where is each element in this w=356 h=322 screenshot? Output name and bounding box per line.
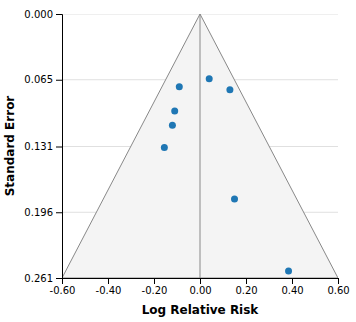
tick: 0.196 bbox=[24, 207, 62, 218]
tick: 0.131 bbox=[24, 141, 62, 152]
tick-mark bbox=[56, 14, 62, 15]
tick: 0.261 bbox=[24, 273, 62, 284]
point bbox=[169, 122, 176, 129]
tick-label: 0.40 bbox=[281, 285, 303, 296]
point bbox=[285, 267, 292, 274]
reference-line bbox=[200, 14, 201, 278]
tick: -0.20 bbox=[142, 278, 168, 296]
tick: 0.065 bbox=[24, 74, 62, 85]
tick: -0.40 bbox=[96, 278, 122, 296]
tick: -0.60 bbox=[50, 278, 76, 296]
tick-mark bbox=[56, 278, 62, 279]
tick-label: -0.20 bbox=[142, 285, 168, 296]
point bbox=[176, 83, 183, 90]
chart: -0.60 -0.40 -0.20 0.00 0.20 0.40 0.60 0.000 0.06… bbox=[0, 0, 356, 322]
tick-mark bbox=[108, 278, 109, 284]
x-axis: -0.60 -0.40 -0.20 0.00 0.20 0.40 0.60 bbox=[50, 278, 350, 296]
tick-mark bbox=[154, 278, 155, 284]
x-axis-title: Log Relative Risk bbox=[142, 303, 260, 317]
marks bbox=[62, 14, 338, 278]
funnel bbox=[62, 14, 338, 278]
tick-mark bbox=[292, 278, 293, 284]
tick-label: 0.196 bbox=[24, 207, 53, 218]
axis-line bbox=[56, 15, 63, 279]
tick: 0.60 bbox=[327, 278, 349, 296]
tick-label: -0.60 bbox=[50, 285, 76, 296]
tick-mark bbox=[56, 80, 62, 81]
plot-area: -0.60 -0.40 -0.20 0.00 0.20 0.40 0.60 0.000 0.06… bbox=[24, 9, 349, 296]
tick-label: 0.261 bbox=[24, 273, 53, 284]
tick: 0.000 bbox=[24, 9, 62, 20]
tick-label: 0.60 bbox=[327, 285, 349, 296]
tick: 0.20 bbox=[235, 278, 257, 296]
tick: 0.40 bbox=[281, 278, 303, 296]
tick-label: -0.40 bbox=[96, 285, 122, 296]
axis-line bbox=[63, 279, 339, 285]
tick-mark bbox=[56, 147, 62, 148]
tick-label: 0.20 bbox=[235, 285, 257, 296]
y-axis: 0.000 0.065 0.131 0.196 0.261 bbox=[24, 9, 62, 284]
tick-label: 0.00 bbox=[189, 285, 211, 296]
tick-mark bbox=[338, 278, 339, 284]
tick-mark bbox=[246, 278, 247, 284]
tick-label: 0.065 bbox=[24, 74, 53, 85]
point bbox=[161, 144, 168, 151]
tick-mark bbox=[56, 212, 62, 213]
y-axis-title: Standard Error bbox=[3, 96, 17, 197]
tick: 0.00 bbox=[189, 278, 211, 296]
point bbox=[226, 86, 233, 93]
point bbox=[206, 75, 213, 82]
point bbox=[231, 196, 238, 203]
tick-label: 0.000 bbox=[24, 9, 53, 20]
point bbox=[171, 108, 178, 115]
tick-mark bbox=[200, 278, 201, 284]
tick-label: 0.131 bbox=[24, 141, 53, 152]
